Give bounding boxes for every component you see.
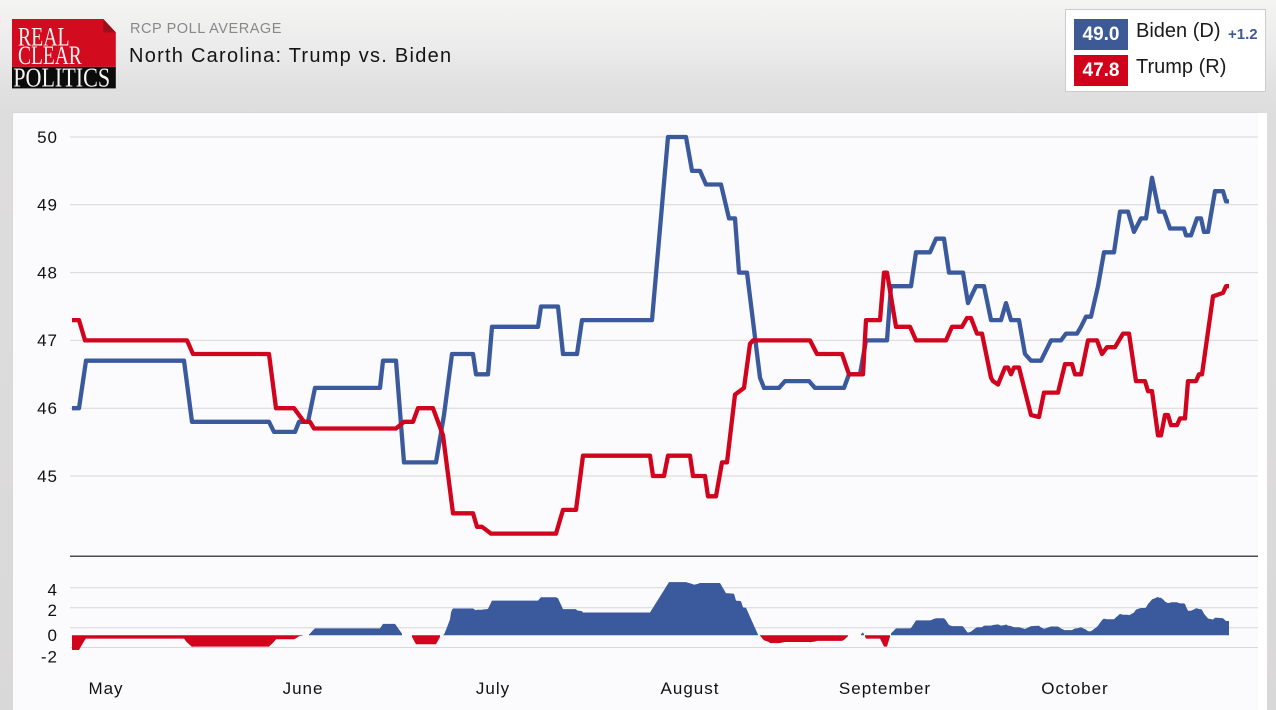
svg-text:4: 4 (48, 581, 58, 600)
svg-text:47: 47 (37, 331, 58, 350)
svg-text:0: 0 (48, 626, 58, 645)
svg-text:50: 50 (37, 128, 58, 147)
svg-text:CLEAR: CLEAR (18, 40, 82, 69)
svg-text:September: September (839, 679, 931, 698)
svg-text:48: 48 (37, 263, 58, 282)
svg-text:July: July (476, 679, 510, 698)
svg-text:46: 46 (37, 399, 58, 418)
svg-text:POLITICS: POLITICS (13, 62, 110, 89)
svg-text:June: June (283, 679, 324, 698)
svg-text:49: 49 (37, 196, 58, 215)
svg-text:REAL: REAL (18, 22, 70, 51)
svg-text:2: 2 (48, 601, 58, 620)
svg-text:October: October (1041, 679, 1108, 698)
svg-text:August: August (661, 679, 720, 698)
svg-text:-2: -2 (41, 648, 58, 667)
svg-text:45: 45 (37, 467, 58, 486)
svg-text:May: May (88, 679, 123, 698)
